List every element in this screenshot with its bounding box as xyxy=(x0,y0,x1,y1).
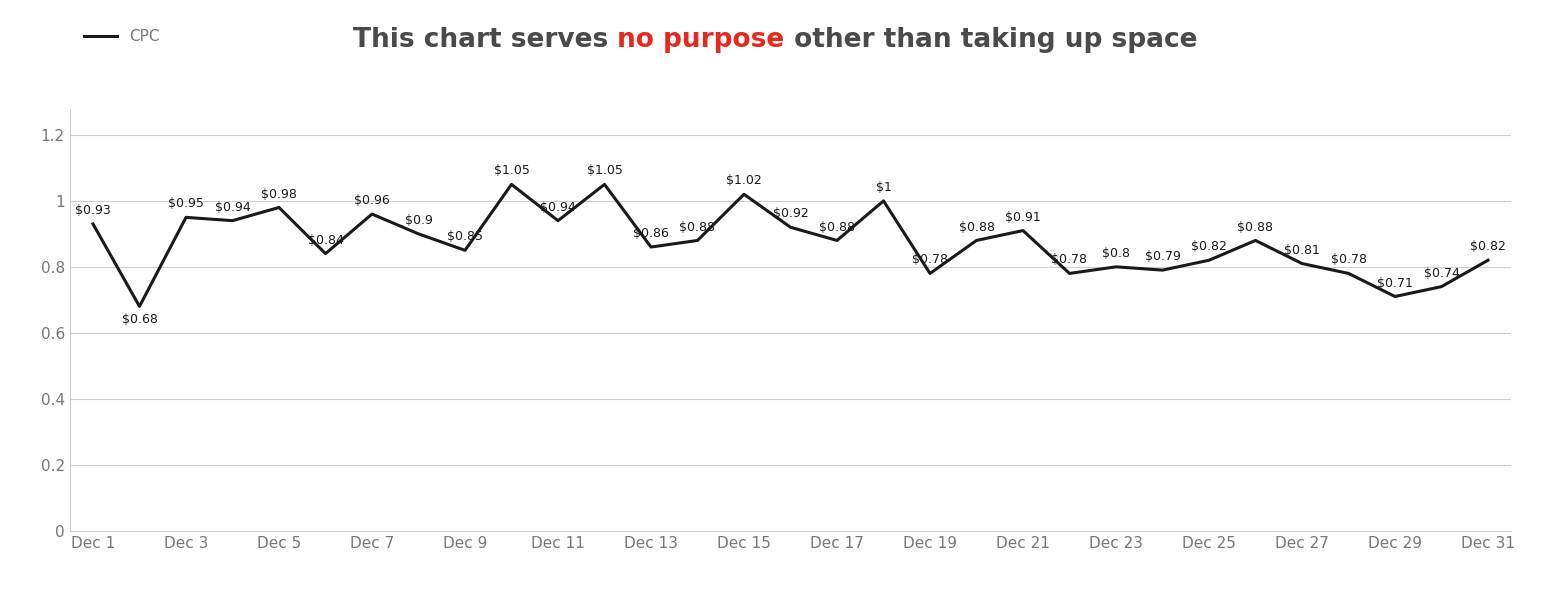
Legend: CPC: CPC xyxy=(78,24,166,51)
Text: $0.96: $0.96 xyxy=(353,194,391,207)
Text: $0.91: $0.91 xyxy=(1004,210,1042,224)
Text: $0.95: $0.95 xyxy=(167,197,205,210)
Text: $0.82: $0.82 xyxy=(1190,240,1228,253)
Text: $0.81: $0.81 xyxy=(1283,244,1321,257)
Text: $0.85: $0.85 xyxy=(446,230,484,244)
Text: $0.94: $0.94 xyxy=(214,201,251,213)
Text: $0.78: $0.78 xyxy=(1051,253,1088,267)
Text: This chart serves: This chart serves xyxy=(353,27,617,53)
Text: $0.78: $0.78 xyxy=(1330,253,1367,267)
Text: $0.98: $0.98 xyxy=(260,188,298,201)
Text: $0.86: $0.86 xyxy=(632,227,670,240)
Text: no purpose: no purpose xyxy=(617,27,784,53)
Text: $0.79: $0.79 xyxy=(1144,250,1181,263)
Text: $0.78: $0.78 xyxy=(911,253,949,267)
Text: $1.05: $1.05 xyxy=(493,165,530,177)
Text: $0.88: $0.88 xyxy=(958,221,995,233)
Text: $0.92: $0.92 xyxy=(772,207,809,220)
Text: $0.94: $0.94 xyxy=(539,201,577,213)
Text: $0.82: $0.82 xyxy=(1469,240,1507,253)
Text: $0.88: $0.88 xyxy=(1237,221,1274,233)
Text: $0.88: $0.88 xyxy=(818,221,856,233)
Text: $0.74: $0.74 xyxy=(1423,267,1460,280)
Text: $1.02: $1.02 xyxy=(725,174,763,188)
Text: $0.68: $0.68 xyxy=(121,314,158,326)
Text: $0.8: $0.8 xyxy=(1102,247,1130,260)
Text: $0.71: $0.71 xyxy=(1376,277,1414,289)
Text: other than taking up space: other than taking up space xyxy=(784,27,1197,53)
Text: $0.9: $0.9 xyxy=(405,214,432,227)
Text: $1.05: $1.05 xyxy=(586,165,623,177)
Text: $0.84: $0.84 xyxy=(307,234,344,247)
Text: $1: $1 xyxy=(876,181,891,194)
Text: $0.93: $0.93 xyxy=(74,204,112,217)
Text: $0.88: $0.88 xyxy=(679,221,716,233)
